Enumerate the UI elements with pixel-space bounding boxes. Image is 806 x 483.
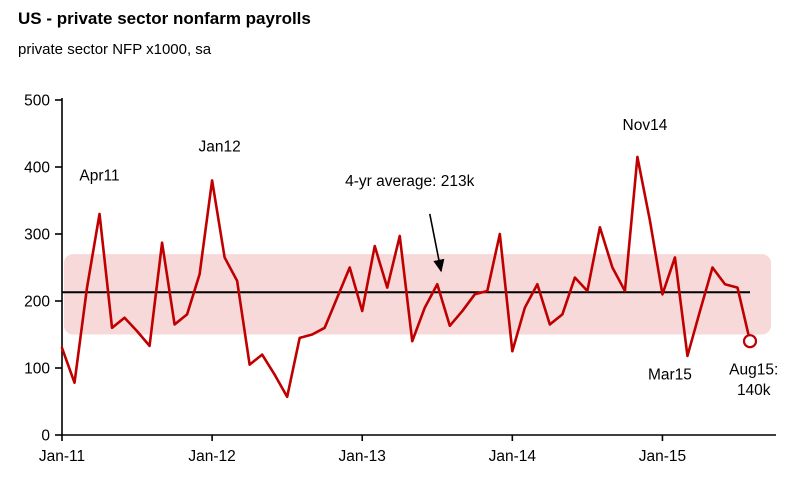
x-tick-label: Jan-12 (188, 448, 235, 465)
y-tick-label: 0 (41, 427, 50, 444)
average-band (64, 254, 771, 335)
annotation-aug15b: 140k (737, 382, 771, 399)
chart-title: US - private sector nonfarm payrolls (18, 9, 311, 28)
y-tick-label: 100 (24, 360, 50, 377)
y-tick-label: 400 (24, 159, 50, 176)
annotation-aug15a: Aug15: (729, 362, 778, 379)
endpoint-open-circle-marker (742, 334, 758, 349)
x-tick-label: Jan-15 (639, 448, 686, 465)
nfp-data-line (60, 155, 752, 399)
annotation-apr11: Apr11 (79, 167, 119, 184)
y-tick-label: 300 (24, 226, 50, 243)
x-tick-label: Jan-14 (489, 448, 537, 465)
y-tick-label: 200 (24, 293, 50, 310)
average-annotation-arrow (428, 213, 445, 273)
x-tick-label: Jan-13 (339, 448, 386, 465)
x-tick-label: Jan-11 (39, 448, 85, 465)
annotation-mar15: Mar15 (648, 366, 692, 383)
chart-subtitle: private sector NFP x1000, sa (18, 41, 212, 58)
plot-area: 0 100 200 300 400 500 Jan-11 Jan-12 Jan-13 Jan-14… (24, 92, 778, 465)
y-tick-label: 500 (24, 92, 50, 109)
annotation-nov14: Nov14 (623, 117, 668, 134)
annotation-avg: 4-yr average: 213k (345, 173, 474, 190)
annotation-jan12: Jan12 (198, 139, 240, 156)
